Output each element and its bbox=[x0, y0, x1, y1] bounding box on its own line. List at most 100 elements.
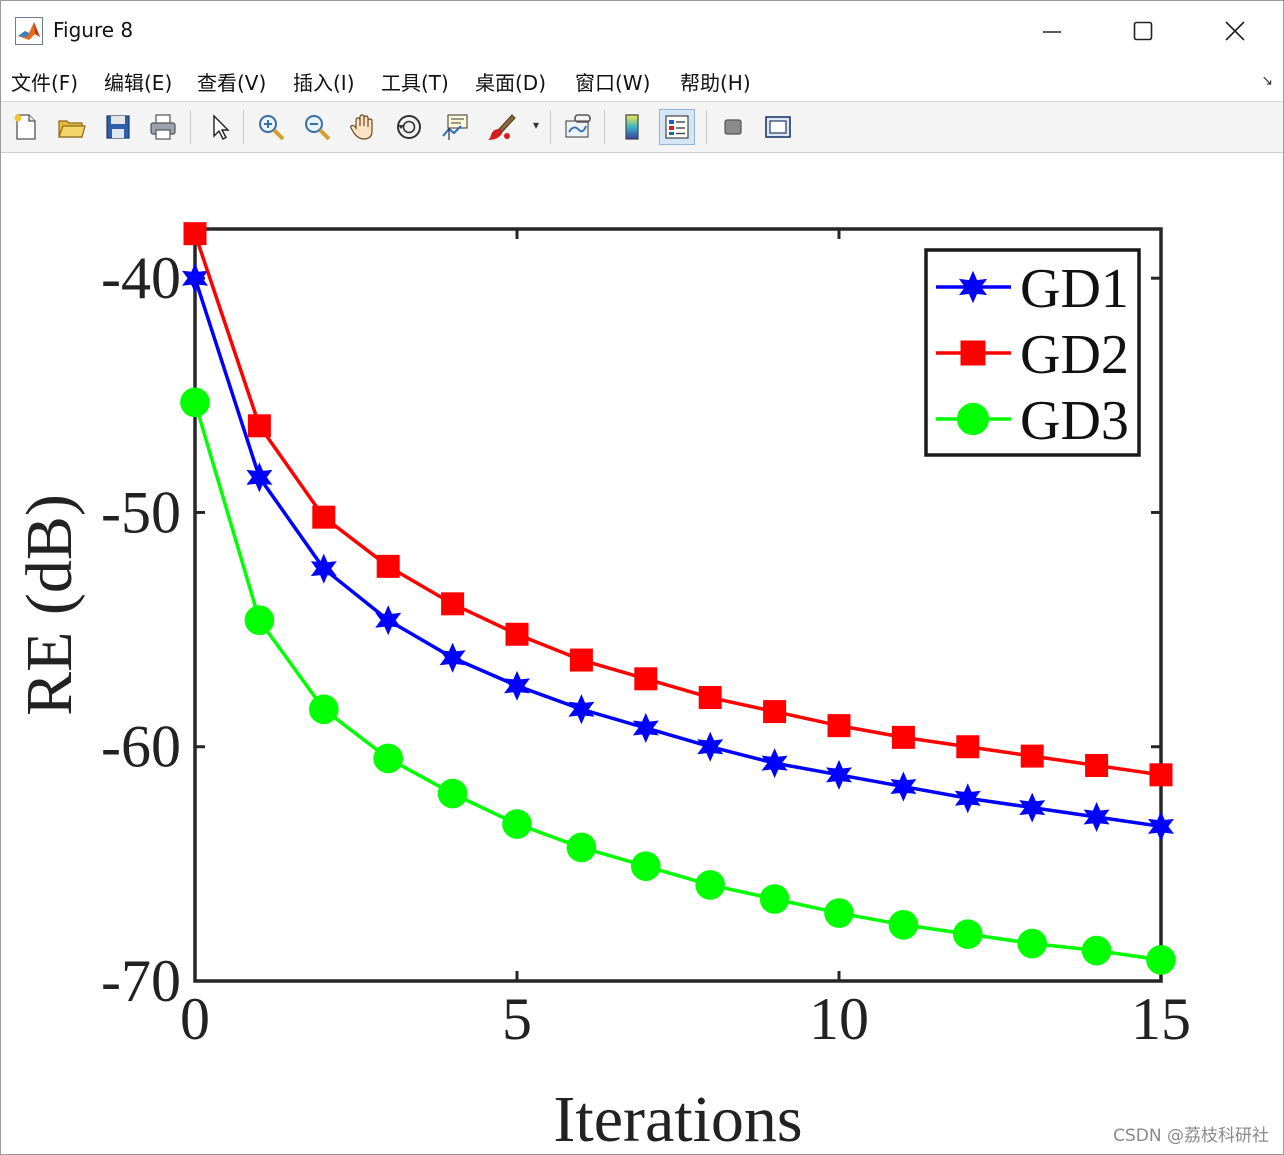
x-tick-label: 0 bbox=[180, 986, 210, 1052]
data-point-gd2 bbox=[569, 648, 593, 672]
menu-file[interactable]: 文件(F) bbox=[11, 71, 79, 95]
pointer-button[interactable] bbox=[201, 109, 237, 145]
data-point-gd2 bbox=[312, 505, 336, 529]
data-point-gd2 bbox=[441, 592, 465, 616]
figure-toolbar: ▾ bbox=[1, 102, 1283, 153]
data-point-gd3 bbox=[888, 909, 919, 940]
data-cursor-icon bbox=[442, 114, 468, 140]
data-point-gd3 bbox=[1017, 928, 1047, 959]
print-button[interactable] bbox=[145, 109, 181, 145]
data-point-gd2 bbox=[183, 222, 207, 246]
data-point-gd3 bbox=[502, 809, 532, 839]
data-point-gd3 bbox=[1146, 945, 1176, 975]
menu-desktop[interactable]: 桌面(D) bbox=[475, 71, 547, 95]
show-plot-tools-button[interactable] bbox=[760, 109, 796, 145]
data-point-gd1 bbox=[697, 731, 724, 762]
window-title: Figure 8 bbox=[53, 18, 134, 42]
brush-dropdown-arrow-icon[interactable]: ▾ bbox=[533, 118, 540, 132]
rotate-3d-icon bbox=[397, 115, 421, 139]
zoom-out-button[interactable] bbox=[299, 109, 335, 145]
pan-hand-icon bbox=[350, 114, 373, 140]
show-plot-tools-icon bbox=[765, 116, 791, 138]
data-point-gd2 bbox=[1085, 753, 1109, 777]
colorbar-icon bbox=[625, 114, 639, 140]
open-file-button[interactable] bbox=[53, 109, 89, 145]
matlab-icon bbox=[15, 17, 43, 45]
save-icon bbox=[106, 115, 130, 139]
menu-help[interactable]: 帮助(H) bbox=[680, 71, 751, 95]
data-point-gd2 bbox=[376, 554, 400, 578]
data-point-gd3 bbox=[824, 898, 854, 928]
minimize-button[interactable] bbox=[1006, 5, 1098, 57]
data-point-gd1 bbox=[504, 670, 530, 701]
data-point-gd2 bbox=[634, 667, 658, 691]
zoom-in-icon bbox=[259, 115, 285, 141]
y-tick-label: -70 bbox=[101, 948, 181, 1014]
data-point-gd1 bbox=[890, 771, 917, 802]
legend-icon bbox=[665, 115, 689, 139]
close-button[interactable] bbox=[1189, 5, 1281, 57]
data-point-gd1 bbox=[310, 553, 337, 584]
menu-window[interactable]: 窗口(W) bbox=[575, 71, 651, 95]
x-axis-label: Iterations bbox=[553, 1083, 802, 1154]
data-point-gd3 bbox=[631, 851, 661, 882]
hide-plot-tools-button[interactable] bbox=[715, 109, 751, 145]
colorbar-button[interactable] bbox=[614, 109, 650, 145]
figure-canvas-area: 0 5 10 15 -40 -50 -60 -70 Iterations RE (dB) GD1 GD… bbox=[1, 153, 1283, 1154]
zoom-in-button[interactable] bbox=[253, 109, 289, 145]
data-point-gd3 bbox=[695, 870, 726, 900]
data-point-gd1 bbox=[439, 642, 466, 673]
toolbar-separator bbox=[243, 110, 244, 144]
dock-arrow-icon[interactable]: ↘ bbox=[1261, 73, 1273, 89]
toolbar-separator bbox=[550, 110, 551, 144]
link-plot-button[interactable] bbox=[560, 109, 596, 145]
x-tick-label: 10 bbox=[809, 986, 869, 1052]
data-point-gd1 bbox=[826, 759, 852, 790]
y-tick-label: -40 bbox=[101, 245, 181, 311]
zoom-out-icon bbox=[305, 115, 331, 141]
new-figure-button[interactable] bbox=[7, 109, 43, 145]
data-point-gd2 bbox=[956, 735, 980, 759]
legend-marker-gd1 bbox=[958, 270, 988, 304]
y-axis-label: RE (dB) bbox=[13, 494, 86, 716]
menu-insert[interactable]: 插入(I) bbox=[293, 71, 355, 95]
legend-marker-gd3 bbox=[956, 402, 990, 436]
data-point-gd3 bbox=[953, 919, 983, 949]
hide-plot-tools-icon bbox=[724, 119, 742, 135]
data-point-gd3 bbox=[309, 694, 339, 725]
data-cursor-button[interactable] bbox=[437, 109, 473, 145]
toolbar-separator bbox=[190, 110, 191, 144]
pan-button[interactable] bbox=[345, 109, 381, 145]
data-point-gd2 bbox=[827, 714, 851, 738]
legend-label-gd2: GD2 bbox=[1020, 324, 1129, 386]
data-point-gd2 bbox=[1149, 763, 1173, 787]
y-tick-label: -60 bbox=[101, 714, 181, 780]
data-point-gd1 bbox=[1148, 811, 1174, 842]
minimize-icon bbox=[1043, 31, 1061, 33]
data-point-gd3 bbox=[759, 884, 790, 914]
legend-marker-gd2 bbox=[960, 340, 986, 366]
data-point-gd1 bbox=[1083, 802, 1110, 833]
brush-button[interactable] bbox=[483, 109, 519, 145]
data-point-gd1 bbox=[632, 712, 659, 743]
maximize-icon bbox=[1133, 21, 1153, 41]
legend-button[interactable] bbox=[659, 109, 695, 145]
data-point-gd1 bbox=[568, 694, 595, 725]
series-line-gd2 bbox=[193, 233, 1162, 777]
menu-edit[interactable]: 编辑(E) bbox=[104, 71, 173, 95]
rotate-3d-button[interactable] bbox=[391, 109, 427, 145]
menu-tools[interactable]: 工具(T) bbox=[381, 71, 449, 95]
save-button[interactable] bbox=[100, 109, 136, 145]
series-line-gd1 bbox=[193, 277, 1162, 829]
open-file-icon bbox=[58, 120, 86, 138]
menu-view[interactable]: 查看(V) bbox=[197, 71, 267, 95]
maximize-button[interactable] bbox=[1097, 5, 1189, 57]
series-line-gd3 bbox=[193, 401, 1162, 962]
data-point-gd2 bbox=[698, 686, 722, 710]
print-icon bbox=[150, 114, 176, 140]
data-point-gd2 bbox=[505, 622, 529, 646]
data-point-gd3 bbox=[437, 778, 468, 809]
menu-bar: 文件(F) 编辑(E) 查看(V) 插入(I) 工具(T) 桌面(D) 窗口(W… bbox=[1, 59, 1283, 102]
